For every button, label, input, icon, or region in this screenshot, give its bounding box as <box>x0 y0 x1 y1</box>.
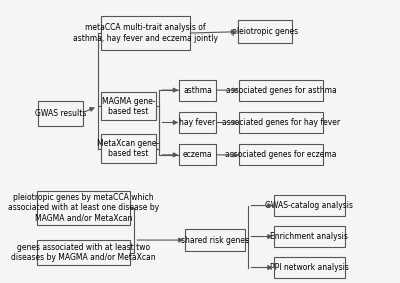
Text: Enrichment analysis: Enrichment analysis <box>270 232 348 241</box>
FancyBboxPatch shape <box>101 134 156 163</box>
FancyBboxPatch shape <box>185 229 245 251</box>
Text: MAGMA gene-
based test: MAGMA gene- based test <box>102 97 155 116</box>
Text: asthma: asthma <box>183 85 212 95</box>
Text: MetaXcan gene-
based test: MetaXcan gene- based test <box>97 139 160 158</box>
FancyBboxPatch shape <box>274 257 345 278</box>
FancyBboxPatch shape <box>238 20 292 43</box>
FancyBboxPatch shape <box>239 112 323 133</box>
FancyBboxPatch shape <box>239 80 323 101</box>
Text: hay fever: hay fever <box>180 118 216 127</box>
FancyBboxPatch shape <box>179 144 216 166</box>
Text: PPI network analysis: PPI network analysis <box>270 263 349 272</box>
Text: genes associated with at least two
diseases by MAGMA and/or MetaXcan: genes associated with at least two disea… <box>11 243 156 262</box>
FancyBboxPatch shape <box>274 226 345 247</box>
FancyBboxPatch shape <box>274 195 345 216</box>
Text: metaCCA multi-trait analysis of
asthma, hay fever and eczema jointly: metaCCA multi-trait analysis of asthma, … <box>73 23 218 43</box>
FancyBboxPatch shape <box>179 112 216 133</box>
FancyBboxPatch shape <box>37 191 130 225</box>
Text: pleiotropic genes by metaCCA which
associated with at least one disease by
MAGMA: pleiotropic genes by metaCCA which assoc… <box>8 193 159 222</box>
FancyBboxPatch shape <box>38 101 83 126</box>
Text: associated genes for hay fever: associated genes for hay fever <box>222 118 340 127</box>
Text: pleiotropic genes: pleiotropic genes <box>232 27 298 36</box>
Text: GWAS results: GWAS results <box>35 109 86 118</box>
FancyBboxPatch shape <box>101 16 190 50</box>
Text: GWAS-catalog analysis: GWAS-catalog analysis <box>265 201 353 210</box>
FancyBboxPatch shape <box>101 92 156 120</box>
FancyBboxPatch shape <box>179 80 216 101</box>
Text: shared risk genes: shared risk genes <box>181 235 249 245</box>
Text: associated genes for eczema: associated genes for eczema <box>226 150 337 159</box>
Text: associated genes for asthma: associated genes for asthma <box>226 85 336 95</box>
FancyBboxPatch shape <box>239 144 323 166</box>
Text: eczema: eczema <box>183 150 212 159</box>
FancyBboxPatch shape <box>37 240 130 265</box>
